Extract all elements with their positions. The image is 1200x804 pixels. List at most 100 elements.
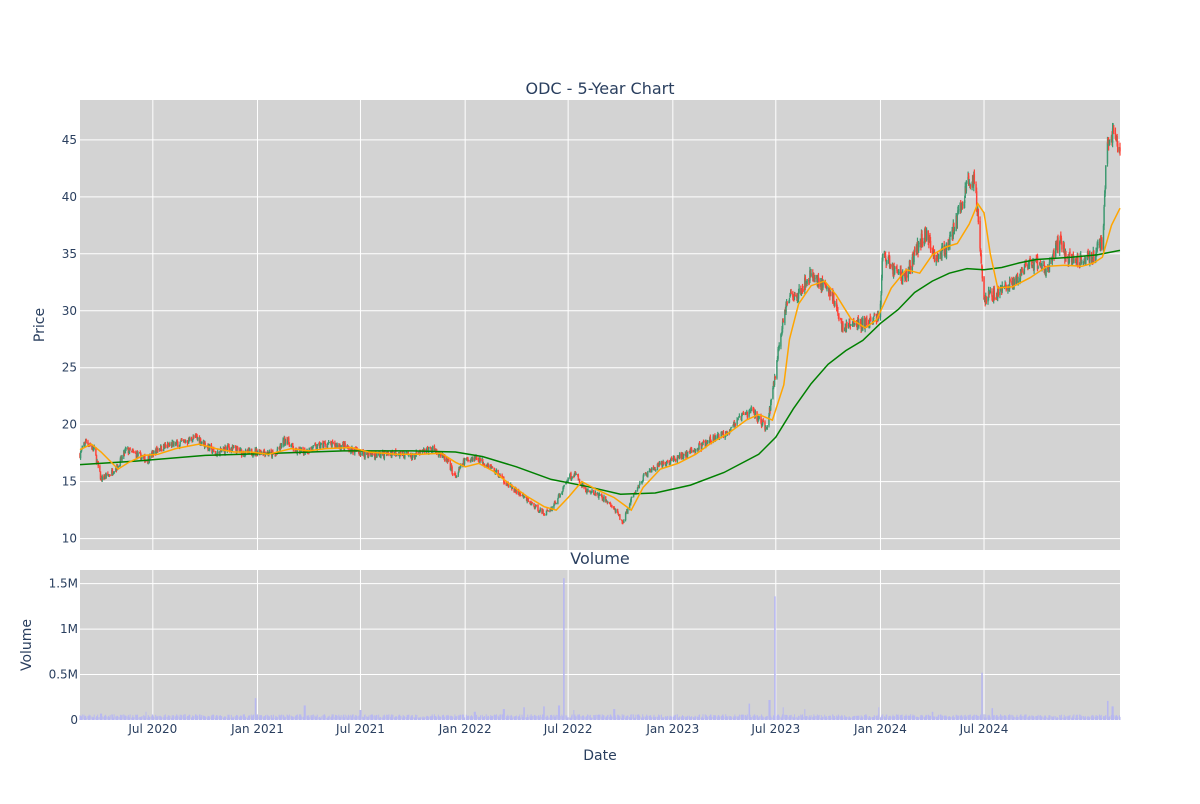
- volume-bar: [239, 716, 241, 720]
- volume-bar: [227, 714, 229, 720]
- volume-bar: [1095, 716, 1097, 720]
- volume-bar: [498, 717, 500, 720]
- candle-body: [545, 510, 548, 515]
- volume-bar: [403, 715, 405, 720]
- volume-bar: [543, 706, 545, 720]
- volume-bar: [342, 714, 344, 720]
- volume-bar: [302, 717, 304, 720]
- volume-bar: [721, 715, 723, 720]
- volume-bar: [1015, 717, 1017, 720]
- volume-bar: [808, 717, 810, 720]
- volume-bar: [456, 716, 458, 720]
- volume-bar: [690, 717, 692, 720]
- volume-bar: [738, 716, 740, 720]
- volume-bar: [143, 715, 145, 720]
- candle-body: [790, 292, 792, 294]
- volume-bar: [937, 715, 939, 720]
- volume-bar: [180, 717, 182, 720]
- candle-body: [900, 275, 903, 281]
- volume-bar: [249, 715, 251, 720]
- volume-bar: [650, 715, 652, 720]
- candle-body: [591, 490, 593, 493]
- candle-body: [983, 277, 985, 300]
- volume-bar: [398, 714, 400, 720]
- volume-bar: [977, 715, 979, 720]
- volume-bar: [494, 714, 496, 720]
- volume-bar: [944, 715, 946, 720]
- volume-bar: [714, 715, 716, 720]
- candle-body: [781, 321, 784, 330]
- candle-body: [491, 466, 494, 468]
- candle-body: [157, 448, 159, 451]
- volume-bar: [1065, 716, 1067, 720]
- volume-bar: [1017, 717, 1019, 720]
- x-tick-label: Jan 2023: [645, 722, 699, 736]
- volume-bar: [713, 715, 715, 720]
- volume-bar: [545, 716, 547, 720]
- volume-bar: [858, 715, 860, 720]
- volume-bar: [448, 716, 450, 720]
- volume-bar: [562, 716, 564, 720]
- volume-bar: [430, 715, 432, 720]
- candle-body: [782, 320, 784, 323]
- volume-bar: [805, 717, 807, 720]
- volume-bar: [645, 716, 647, 720]
- candle-body: [956, 214, 958, 229]
- candle-body: [515, 488, 518, 494]
- candle-body: [798, 288, 800, 293]
- volume-bar: [873, 715, 875, 720]
- volume-bar: [769, 700, 771, 720]
- volume-bar: [437, 714, 439, 720]
- candle-body: [999, 292, 1001, 295]
- volume-bar: [457, 715, 459, 720]
- candle-body: [913, 250, 916, 252]
- volume-bar: [350, 715, 352, 720]
- volume-bar: [311, 715, 313, 720]
- volume-bar: [172, 715, 174, 720]
- volume-bar: [567, 717, 569, 720]
- candle-body: [112, 473, 114, 476]
- candle-body: [368, 452, 370, 455]
- volume-bar: [511, 715, 513, 720]
- volume-bar: [320, 716, 322, 720]
- volume-bar: [868, 716, 870, 720]
- volume-bar: [746, 714, 748, 720]
- candle-body: [806, 279, 808, 285]
- volume-bar: [679, 716, 681, 720]
- volume-bar: [1001, 715, 1003, 720]
- candle-body: [1093, 250, 1095, 262]
- volume-bar: [408, 714, 410, 720]
- candle-body: [296, 449, 299, 454]
- volume-bar: [589, 715, 591, 720]
- volume-bar: [951, 717, 953, 720]
- candle-body: [981, 266, 984, 279]
- price-y-tick-label: 45: [62, 133, 77, 147]
- volume-bar: [960, 716, 962, 720]
- candle-body: [1021, 268, 1023, 272]
- volume-bar: [722, 715, 724, 720]
- volume-bar: [1004, 715, 1006, 720]
- volume-bar: [758, 716, 760, 720]
- volume-bar: [415, 714, 417, 720]
- candle-body: [1048, 262, 1051, 272]
- volume-bar: [764, 717, 766, 720]
- candle-body: [113, 471, 115, 474]
- volume-bar: [597, 714, 599, 720]
- volume-bar: [1000, 714, 1002, 720]
- volume-bar: [1100, 714, 1102, 720]
- volume-bar: [704, 714, 706, 720]
- volume-bar: [874, 716, 876, 720]
- candle-body: [379, 453, 381, 458]
- candle-body: [569, 474, 571, 478]
- volume-bar: [466, 716, 468, 720]
- volume-bar: [136, 714, 138, 720]
- volume-bar: [579, 716, 581, 720]
- volume-bar: [498, 716, 500, 720]
- volume-bar: [147, 717, 149, 720]
- volume-bar: [121, 715, 123, 720]
- volume-bar: [924, 715, 926, 720]
- volume-bar: [935, 716, 937, 720]
- candle-body: [561, 491, 564, 494]
- volume-bar: [340, 715, 342, 720]
- volume-bar: [160, 716, 162, 720]
